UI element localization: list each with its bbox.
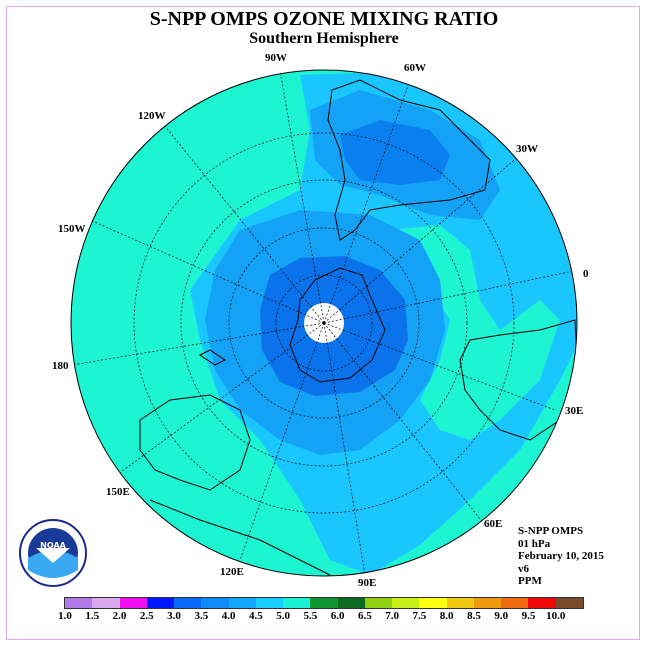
colorbar-tick-label: 8.5 xyxy=(467,610,481,622)
coast-south-america xyxy=(327,79,491,241)
colorbar-tick-label: 4.0 xyxy=(221,610,236,622)
field-sa-30 xyxy=(340,120,450,185)
colorbar-tick-label: 1.0 xyxy=(58,610,72,622)
colorbar-swatch xyxy=(65,598,93,608)
lon-label-120e: 120E xyxy=(220,566,244,578)
colorbar-tick-label: 5.5 xyxy=(303,610,318,622)
lon-label-30e: 30E xyxy=(565,405,584,417)
info-version: v6 xyxy=(518,562,529,575)
colorbar xyxy=(64,597,584,609)
colorbar-swatch xyxy=(392,598,420,608)
lon-label-120w: 120W xyxy=(138,110,166,122)
colorbar-swatch xyxy=(528,598,556,608)
lon-label-90e: 90E xyxy=(358,577,377,589)
lon-label-90w: 90W xyxy=(265,52,287,64)
lon-label-0: 0 xyxy=(583,268,589,280)
lon-label-150e: 150E xyxy=(106,486,130,498)
lon-label-30w: 30W xyxy=(516,143,538,155)
lon-label-60w: 60W xyxy=(404,62,426,74)
colorbar-tick-label: 9.0 xyxy=(494,610,509,622)
colorbar-swatch xyxy=(364,598,392,608)
colorbar-swatch xyxy=(92,598,120,608)
colorbar-tick-label: 10.0 xyxy=(546,610,566,622)
colorbar-swatch xyxy=(283,598,311,608)
coast-nz xyxy=(199,349,226,366)
colorbar-tick-label: 4.5 xyxy=(248,610,263,622)
coast-australia xyxy=(139,394,251,491)
colorbar-tick-label: 3.0 xyxy=(167,610,181,622)
colorbar-tick-label: 7.0 xyxy=(385,610,400,622)
colorbar-swatch xyxy=(555,598,583,608)
colorbar-tick-label: 2.5 xyxy=(139,610,154,622)
colorbar-swatch xyxy=(174,598,202,608)
lon-label-180: 180 xyxy=(52,360,69,372)
info-block: S-NPP OMPS 01 hPa February 10, 2015 v6 P… xyxy=(518,525,604,588)
info-instrument: S-NPP OMPS xyxy=(518,525,584,537)
colorbar-swatch xyxy=(228,598,256,608)
colorbar-tick-label: 8.0 xyxy=(439,610,454,622)
info-units: PPM xyxy=(518,575,542,587)
colorbar-tick-label: 5.0 xyxy=(276,610,290,622)
colorbar-tick-label: 7.5 xyxy=(412,610,427,622)
info-date: February 10, 2015 xyxy=(518,550,604,562)
lon-label-150w: 150W xyxy=(58,223,86,235)
colorbar-swatch xyxy=(146,598,174,608)
colorbar-tick-label: 6.5 xyxy=(358,610,372,622)
noaa-logo-icon: NOAA xyxy=(19,519,87,587)
map-title: S-NPP OMPS OZONE MIXING RATIO xyxy=(149,8,499,30)
colorbar-tick-label: 3.5 xyxy=(194,610,209,622)
logo-text: NOAA xyxy=(40,541,66,550)
colorbar-tick-label: 6.0 xyxy=(330,610,345,622)
colorbar-swatch xyxy=(310,598,338,608)
colorbar-swatch xyxy=(201,598,229,608)
figure-frame xyxy=(6,6,640,640)
colorbar-tick-label: 9.5 xyxy=(521,610,536,622)
colorbar-swatch xyxy=(446,598,474,608)
colorbar-swatch xyxy=(337,598,365,608)
colorbar-swatch xyxy=(419,598,447,608)
colorbar-tick-label: 1.5 xyxy=(85,610,100,622)
colorbar-swatch xyxy=(119,598,147,608)
lon-label-60e: 60E xyxy=(484,518,503,530)
coast-indonesia xyxy=(149,499,331,576)
colorbar-swatch xyxy=(255,598,283,608)
map-subtitle: Southern Hemisphere xyxy=(249,30,399,47)
colorbar-swatch xyxy=(473,598,501,608)
coast-antarctica xyxy=(289,267,386,383)
colorbar-tick-label: 2.0 xyxy=(112,610,127,622)
colorbar-swatch xyxy=(501,598,529,608)
info-level: 01 hPa xyxy=(518,537,551,550)
